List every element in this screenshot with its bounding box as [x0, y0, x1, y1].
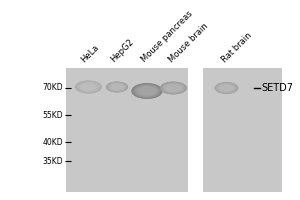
Ellipse shape [108, 83, 126, 91]
Ellipse shape [133, 84, 161, 98]
Ellipse shape [162, 83, 184, 93]
Text: HepG2: HepG2 [109, 37, 136, 64]
Ellipse shape [166, 84, 181, 92]
Ellipse shape [78, 82, 99, 92]
Ellipse shape [161, 82, 186, 94]
Ellipse shape [161, 82, 185, 94]
Ellipse shape [80, 83, 97, 91]
Ellipse shape [108, 83, 126, 91]
Ellipse shape [166, 85, 181, 91]
Ellipse shape [215, 82, 238, 94]
Ellipse shape [137, 86, 157, 96]
Ellipse shape [77, 81, 100, 93]
Ellipse shape [135, 85, 159, 97]
Ellipse shape [110, 83, 124, 91]
Ellipse shape [109, 83, 125, 91]
Ellipse shape [164, 83, 183, 93]
Ellipse shape [110, 83, 124, 91]
Ellipse shape [110, 84, 124, 90]
Ellipse shape [75, 81, 102, 93]
Ellipse shape [81, 83, 96, 91]
Ellipse shape [132, 83, 162, 99]
Ellipse shape [134, 85, 160, 97]
Ellipse shape [161, 82, 186, 94]
Ellipse shape [77, 82, 100, 92]
Ellipse shape [137, 86, 157, 96]
Ellipse shape [134, 84, 160, 98]
Ellipse shape [133, 84, 161, 98]
Ellipse shape [80, 83, 98, 91]
Ellipse shape [217, 83, 236, 93]
Ellipse shape [219, 84, 234, 92]
Ellipse shape [107, 82, 127, 92]
Text: 40KD: 40KD [42, 138, 63, 147]
Text: SETD7: SETD7 [261, 83, 293, 93]
Ellipse shape [75, 81, 102, 94]
Ellipse shape [132, 83, 162, 99]
Text: 70KD: 70KD [42, 83, 63, 92]
Ellipse shape [160, 82, 187, 94]
Ellipse shape [80, 83, 97, 91]
Ellipse shape [76, 81, 101, 93]
Bar [203, 68, 282, 192]
Ellipse shape [135, 85, 159, 97]
Ellipse shape [218, 84, 235, 92]
Ellipse shape [218, 84, 235, 92]
Ellipse shape [106, 82, 128, 92]
Ellipse shape [76, 81, 101, 93]
Ellipse shape [216, 83, 237, 93]
Ellipse shape [79, 82, 98, 92]
Ellipse shape [218, 84, 235, 92]
Text: 55KD: 55KD [42, 111, 63, 120]
Ellipse shape [106, 82, 128, 92]
Ellipse shape [136, 85, 158, 97]
Text: 35KD: 35KD [42, 156, 63, 166]
Ellipse shape [79, 82, 98, 92]
Ellipse shape [78, 82, 99, 92]
Ellipse shape [164, 83, 183, 93]
Ellipse shape [109, 83, 125, 91]
Ellipse shape [216, 83, 237, 93]
Ellipse shape [111, 84, 123, 90]
Ellipse shape [131, 83, 163, 99]
Ellipse shape [215, 82, 238, 94]
Ellipse shape [214, 82, 239, 94]
Ellipse shape [163, 83, 184, 93]
Bar [188, 68, 203, 192]
Ellipse shape [81, 84, 96, 90]
Ellipse shape [220, 85, 233, 91]
Ellipse shape [106, 82, 128, 92]
Ellipse shape [107, 82, 127, 92]
Ellipse shape [110, 84, 124, 90]
Ellipse shape [165, 84, 182, 92]
Ellipse shape [107, 82, 127, 92]
Text: HeLa: HeLa [79, 43, 100, 64]
Ellipse shape [160, 81, 187, 94]
Ellipse shape [217, 83, 236, 93]
Ellipse shape [136, 86, 158, 96]
Ellipse shape [219, 84, 234, 92]
Ellipse shape [134, 84, 160, 98]
Ellipse shape [76, 81, 100, 93]
Ellipse shape [163, 83, 184, 93]
Ellipse shape [139, 87, 155, 95]
Ellipse shape [219, 84, 234, 92]
Ellipse shape [111, 84, 123, 90]
Ellipse shape [108, 82, 126, 92]
Ellipse shape [164, 84, 182, 92]
Ellipse shape [138, 86, 156, 96]
Ellipse shape [216, 83, 237, 93]
Ellipse shape [165, 84, 182, 92]
Ellipse shape [138, 87, 156, 95]
Ellipse shape [220, 85, 233, 91]
Ellipse shape [166, 84, 181, 92]
Ellipse shape [81, 83, 96, 91]
Bar [66, 68, 282, 192]
Ellipse shape [217, 83, 236, 93]
Ellipse shape [162, 82, 185, 94]
Text: Mouse brain: Mouse brain [167, 21, 210, 64]
Text: Mouse pancreas: Mouse pancreas [139, 9, 194, 64]
Text: Rat brain: Rat brain [220, 30, 254, 64]
